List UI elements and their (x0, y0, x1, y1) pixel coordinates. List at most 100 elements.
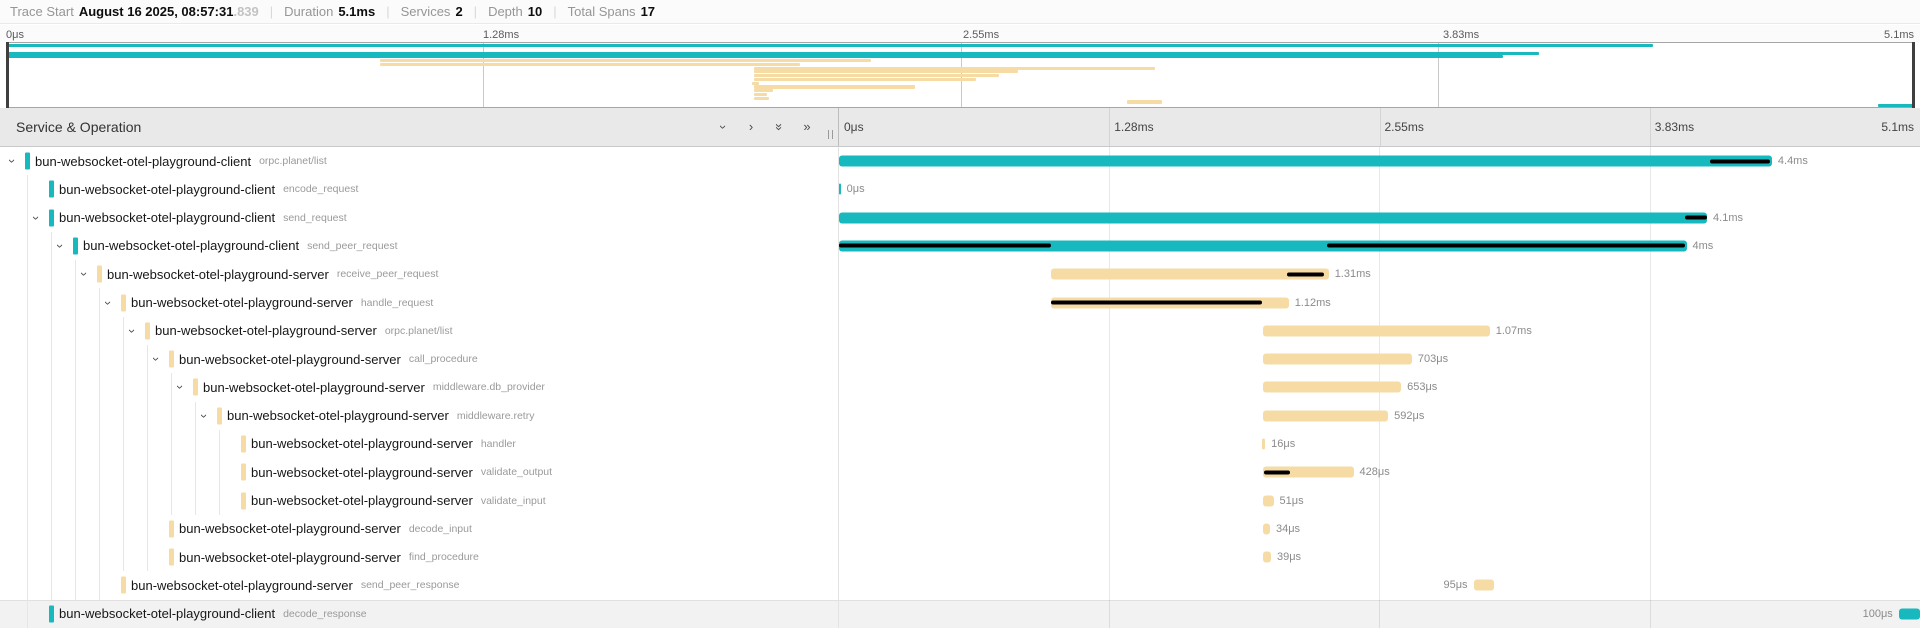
span-duration-bar[interactable] (1473, 579, 1494, 591)
collapse-one-level-icon[interactable]: › (716, 124, 731, 130)
span-duration-bar[interactable] (1050, 297, 1289, 309)
minimap-span-bar (380, 59, 871, 63)
span-duration-bar[interactable] (1262, 353, 1412, 365)
indent-guide (147, 458, 148, 487)
indent-guide (123, 373, 124, 402)
span-row[interactable]: › bun-websocket-otel-playground-server cal… (0, 344, 1920, 374)
span-row[interactable]: › bun-websocket-otel-playground-client sen… (0, 231, 1920, 261)
span-row[interactable]: › bun-websocket-otel-playground-client orp… (0, 147, 1920, 176)
chevron-down-icon[interactable]: › (125, 328, 140, 333)
chevron-down-icon[interactable]: › (29, 215, 44, 220)
span-duration-bar[interactable] (1262, 495, 1274, 507)
services-value: 2 (455, 4, 463, 19)
indent-guide (27, 514, 28, 543)
minimap-span-bar (754, 74, 999, 78)
indent-guide (75, 316, 76, 345)
span-row[interactable]: bun-websocket-otel-playground-server vali… (0, 458, 1920, 487)
span-duration-bar[interactable] (839, 212, 1708, 224)
chevron-down-icon[interactable]: › (77, 272, 92, 277)
minimap-span-bar (754, 70, 1018, 74)
span-duration-bar[interactable] (839, 183, 841, 195)
operation-name: validate_input (480, 494, 546, 507)
chevron-down-icon[interactable]: › (173, 385, 188, 390)
timeline-table-header: Service & Operation › › » » 0μs 1.28ms 2.5… (0, 108, 1920, 147)
chevron-down-icon[interactable]: › (5, 158, 20, 164)
span-bar-cell: 0μs (838, 175, 1920, 204)
service-color-strip (49, 605, 54, 623)
service-operation-header: Service & Operation › › » » (0, 108, 838, 146)
separator: | (386, 4, 390, 19)
minimap-right-scrubber-handle[interactable] (1912, 42, 1915, 108)
indent-guide (27, 288, 28, 317)
indent-guide (123, 344, 124, 374)
span-row[interactable]: bun-websocket-otel-playground-server vali… (0, 486, 1920, 515)
service-name: bun-websocket-otel-playground-server (179, 351, 401, 367)
span-row[interactable]: bun-websocket-otel-playground-server send… (0, 571, 1920, 600)
operation-name: call_procedure (408, 353, 478, 366)
span-name-cell: › bun-websocket-otel-playground-server mid… (0, 373, 838, 402)
span-row[interactable]: › bun-websocket-otel-playground-client sen… (0, 203, 1920, 232)
operation-name: send_request (283, 211, 347, 224)
minimap-left-scrubber-handle[interactable] (6, 42, 9, 108)
span-duration-bar[interactable] (839, 240, 1687, 252)
indent-guide (123, 486, 124, 515)
axis-gridline (1109, 108, 1111, 146)
span-bar-cell: 51μs (838, 486, 1920, 515)
indent-guide (75, 260, 76, 289)
span-row[interactable]: › bun-websocket-otel-playground-server orp… (0, 316, 1920, 345)
span-row[interactable]: bun-websocket-otel-playground-server hand… (0, 429, 1920, 459)
minimap-span-bar (1126, 100, 1163, 104)
span-duration-label: 4.1ms (1713, 211, 1743, 224)
minimap-span-bar (6, 44, 1654, 48)
span-duration-bar[interactable] (1261, 438, 1266, 450)
span-row[interactable]: bun-websocket-otel-playground-server find… (0, 542, 1920, 572)
span-row[interactable]: bun-websocket-otel-playground-server deco… (0, 514, 1920, 543)
chevron-down-icon[interactable]: › (53, 243, 68, 249)
trace-minimap-canvas[interactable] (6, 42, 1915, 108)
indent-guide (195, 458, 196, 487)
axis-tick-label: 3.83ms (1654, 120, 1695, 134)
span-name-cell: bun-websocket-otel-playground-client enco… (0, 175, 838, 204)
span-bar-cell: 1.12ms (838, 288, 1920, 317)
minimap-span-bar (754, 92, 768, 97)
span-row[interactable]: › bun-websocket-otel-playground-server mid… (0, 373, 1920, 402)
minimap-tick-label: 3.83ms (1443, 29, 1480, 41)
indent-guide (195, 486, 196, 515)
span-row[interactable]: › bun-websocket-otel-playground-server mid… (0, 401, 1920, 430)
span-duration-bar[interactable] (839, 155, 1772, 167)
span-row[interactable]: › bun-websocket-otel-playground-server han… (0, 288, 1920, 317)
minimap-tick-label: 2.55ms (963, 29, 1000, 41)
span-row[interactable]: bun-websocket-otel-playground-client enco… (0, 175, 1920, 204)
service-color-strip (241, 463, 246, 481)
span-row[interactable]: bun-websocket-otel-playground-client deco… (0, 599, 1920, 628)
chevron-down-icon[interactable]: › (149, 356, 164, 362)
indent-guide (51, 514, 52, 543)
indent-guide (51, 316, 52, 345)
span-duration-bar[interactable] (1262, 410, 1389, 422)
indent-guide (99, 288, 100, 317)
collapse-all-icon[interactable]: » (772, 123, 787, 131)
span-duration-bar[interactable] (1898, 608, 1920, 620)
expand-one-level-icon[interactable]: › (748, 119, 754, 134)
services-label: Services (400, 4, 451, 19)
span-duration-bar[interactable] (1050, 268, 1329, 280)
column-resizer-grip[interactable] (828, 130, 833, 139)
chevron-down-icon[interactable]: › (197, 413, 212, 418)
chevron-down-icon[interactable]: › (101, 300, 116, 305)
span-duration-bar[interactable] (1262, 381, 1402, 393)
span-duration-bar[interactable] (1262, 523, 1270, 535)
timeline-gridline (1108, 147, 1110, 628)
expand-all-icon[interactable]: » (803, 119, 811, 134)
span-duration-bar[interactable] (1262, 551, 1271, 563)
indent-guide (75, 571, 76, 600)
span-duration-bar[interactable] (1262, 466, 1354, 478)
indent-guide (27, 542, 28, 572)
span-duration-bar[interactable] (1262, 325, 1490, 337)
span-name-cell: bun-websocket-otel-playground-server hand… (0, 429, 838, 459)
indent-guide (123, 316, 124, 345)
operation-name: send_peer_response (360, 579, 460, 592)
span-row[interactable]: › bun-websocket-otel-playground-server rec… (0, 260, 1920, 289)
indent-guide (99, 316, 100, 345)
indent-guide (27, 401, 28, 430)
indent-guide (51, 401, 52, 430)
